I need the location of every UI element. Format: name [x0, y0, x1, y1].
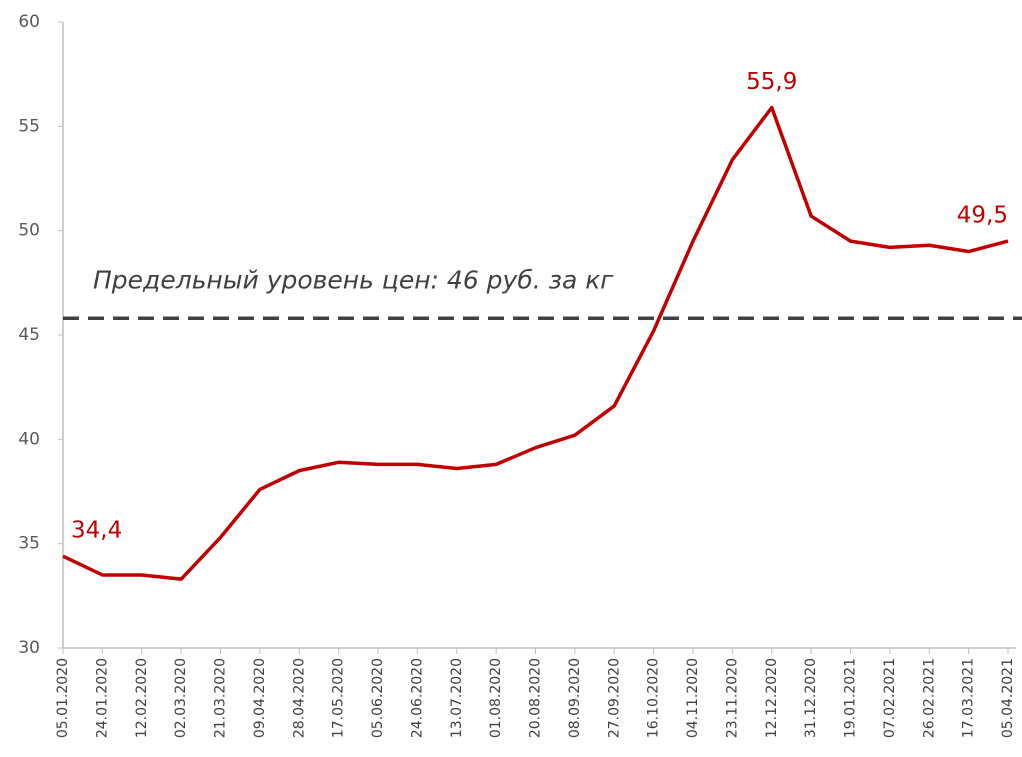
value-label: 34,4: [71, 518, 122, 544]
y-tick-label: 45: [18, 325, 40, 345]
x-tick-label: 02.03.2020: [173, 658, 189, 738]
x-tick-label: 23.11.2020: [724, 658, 740, 738]
x-tick-label: 26.02.2021: [921, 658, 937, 738]
y-tick-label: 60: [18, 12, 40, 32]
x-tick-label: 19.01.2021: [843, 658, 859, 738]
x-tick-label: 31.12.2020: [803, 658, 819, 738]
x-tick-label: 05.01.2020: [55, 658, 71, 738]
x-tick-label: 17.05.2020: [331, 658, 347, 738]
y-tick-label: 30: [18, 638, 40, 658]
y-tick-label: 55: [18, 116, 40, 136]
x-tick-label: 24.06.2020: [409, 658, 425, 738]
x-tick-label: 07.02.2021: [882, 658, 898, 738]
x-tick-label: 28.04.2020: [291, 658, 307, 738]
y-tick-label: 40: [18, 429, 40, 449]
value-label: 55,9: [746, 69, 797, 95]
x-tick-label: 24.01.2020: [94, 658, 110, 738]
x-tick-label: 17.03.2021: [961, 658, 977, 738]
x-tick-label: 20.08.2020: [528, 658, 544, 738]
reference-label: Предельный уровень цен: 46 руб. за кг: [93, 265, 614, 294]
price-line: [62, 105, 1009, 581]
x-tick-label: 21.03.2020: [213, 658, 229, 738]
x-tick-label: 16.10.2020: [646, 658, 662, 738]
x-tick-label: 12.12.2020: [764, 658, 780, 738]
x-tick-label: 09.04.2020: [252, 658, 268, 738]
y-tick-label: 35: [18, 534, 40, 554]
x-tick-label: 13.07.2020: [449, 658, 465, 738]
x-tick-label: 01.08.2020: [488, 658, 504, 738]
value-label: 49,5: [957, 203, 1008, 229]
x-tick-label: 05.06.2020: [370, 658, 386, 738]
x-tick-label: 08.09.2020: [567, 658, 583, 738]
x-tick-label: 27.09.2020: [606, 658, 622, 738]
y-tick-label: 50: [18, 221, 40, 241]
x-tick-label: 04.11.2020: [685, 658, 701, 738]
x-tick-label: 05.04.2021: [1000, 658, 1016, 738]
x-tick-label: 12.02.2020: [134, 658, 150, 738]
